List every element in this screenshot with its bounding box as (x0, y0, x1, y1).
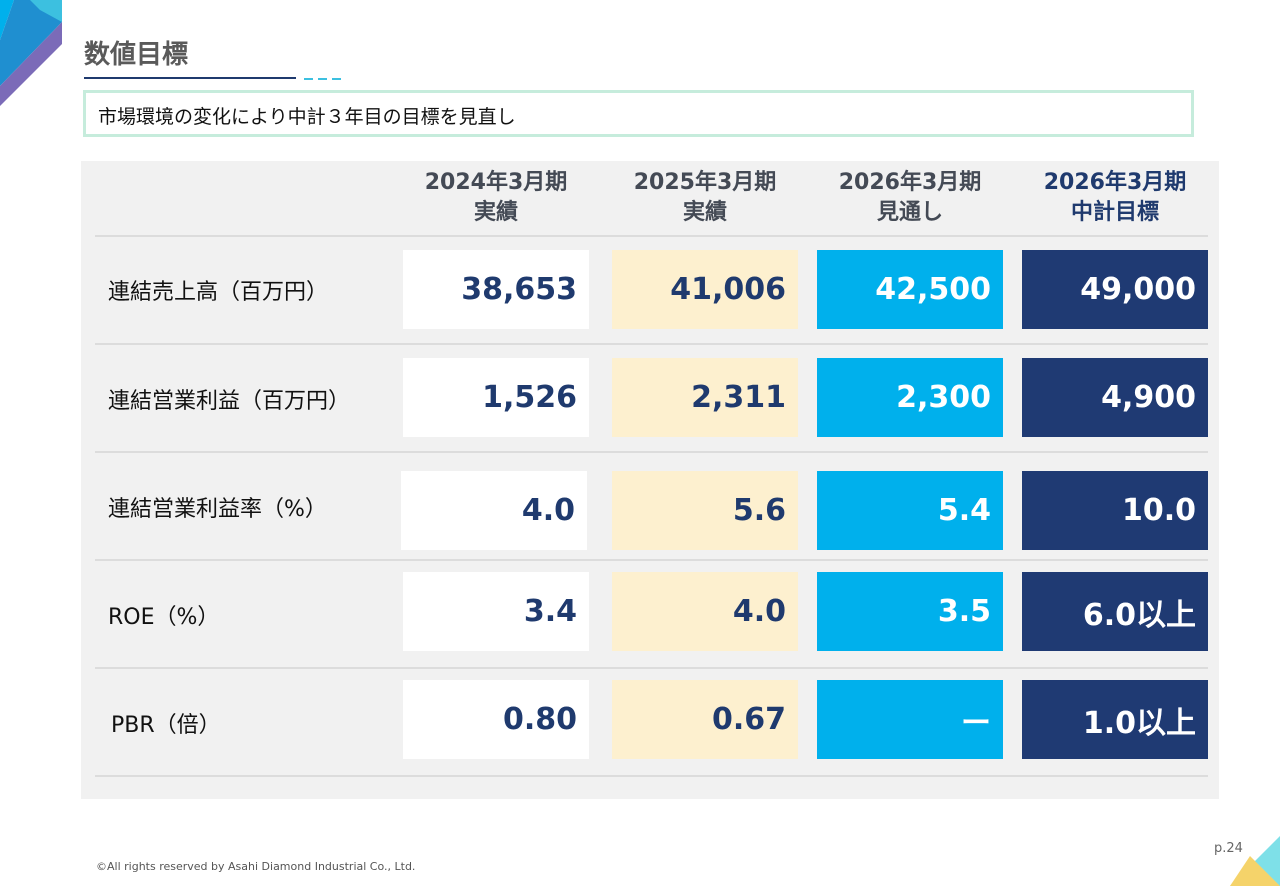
row-label-operating-profit: 連結営業利益（百万円） (108, 389, 351, 414)
cell-operating-margin-2026-forecast: 5.4 (817, 471, 1003, 550)
cell-roe-2025: 4.0 (612, 572, 798, 651)
page-title: 数値目標 (84, 40, 189, 70)
cell-operating-profit-2024: 1,526 (403, 358, 589, 437)
row-divider (95, 451, 1208, 453)
cell-net-sales-2026-target: 49,000 (1022, 250, 1208, 329)
cell-pbr-2025: 0.67 (612, 680, 798, 759)
subtitle-text: 市場環境の変化により中計３年目の目標を見直し (98, 106, 516, 128)
column-header-2025-actual: 2025年3月期 実績 (633, 170, 777, 225)
cell-operating-profit-2025: 2,311 (612, 358, 798, 437)
company-logo-mark (0, 0, 62, 106)
cell-roe-2026-forecast: 3.5 (817, 572, 1003, 651)
cell-operating-margin-2026-target: 10.0 (1022, 471, 1208, 550)
title-dash (332, 78, 341, 80)
cell-pbr-2026-target: 1.0以上 (1022, 680, 1208, 759)
column-header-2026-forecast: 2026年3月期 見通し (838, 170, 982, 225)
cell-pbr-2024: 0.80 (403, 680, 589, 759)
cell-net-sales-2026-forecast: 42,500 (817, 250, 1003, 329)
column-header-2024-actual: 2024年3月期 実績 (424, 170, 568, 225)
page-number: p.24 (1214, 841, 1243, 856)
cell-roe-2026-target: 6.0以上 (1022, 572, 1208, 651)
title-dash (304, 78, 313, 80)
cell-operating-margin-2025: 5.6 (612, 471, 798, 550)
row-divider (95, 775, 1208, 777)
column-header-2026-target: 2026年3月期 中計目標 (1043, 170, 1187, 225)
title-dash (318, 78, 327, 80)
cell-operating-profit-2026-forecast: 2,300 (817, 358, 1003, 437)
row-divider (95, 667, 1208, 669)
row-divider (95, 343, 1208, 345)
cell-net-sales-2025: 41,006 (612, 250, 798, 329)
row-label-operating-margin: 連結営業利益率（%） (108, 497, 327, 522)
row-label-pbr: PBR（倍） (111, 713, 221, 738)
row-divider (95, 235, 1208, 237)
cell-pbr-2026-forecast: ー (817, 680, 1003, 759)
title-underline (84, 77, 296, 79)
row-divider (95, 559, 1208, 561)
cell-net-sales-2024: 38,653 (403, 250, 589, 329)
cell-roe-2024: 3.4 (403, 572, 589, 651)
row-label-net-sales: 連結売上高（百万円） (108, 280, 329, 305)
subtitle-box: 市場環境の変化により中計３年目の目標を見直し (83, 90, 1194, 137)
corner-decoration (1230, 836, 1280, 886)
copyright-notice: ©All rights reserved by Asahi Diamond In… (96, 860, 416, 873)
cell-operating-margin-2024: 4.0 (401, 471, 587, 550)
row-label-roe: ROE（%） (108, 605, 220, 630)
cell-operating-profit-2026-target: 4,900 (1022, 358, 1208, 437)
